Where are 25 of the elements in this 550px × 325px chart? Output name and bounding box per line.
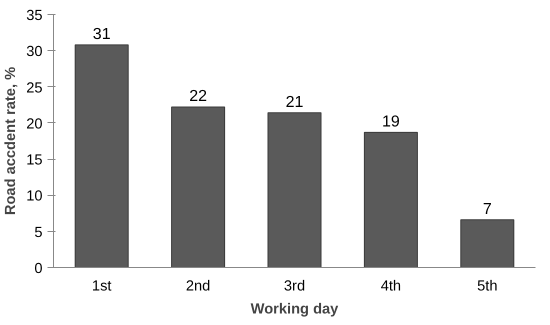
data-label: 22 <box>189 88 208 106</box>
y-axis-title: Road accdent rate, % <box>3 66 20 216</box>
data-label: 31 <box>92 26 111 43</box>
x-tick-label: 4th <box>380 278 402 294</box>
x-tick-label: 5th <box>477 278 498 294</box>
y-tick-label: 0 <box>34 261 43 277</box>
y-tick-label: 20 <box>26 116 43 132</box>
bar <box>74 44 129 268</box>
y-tick-label: 35 <box>26 8 43 24</box>
x-tick-label: 1st <box>92 278 112 294</box>
y-tick-label: 30 <box>26 44 43 60</box>
bar <box>171 106 226 268</box>
x-tick-label: 2nd <box>186 278 210 294</box>
data-label: 7 <box>482 200 492 218</box>
bar <box>267 112 322 268</box>
y-tick-label: 15 <box>26 152 43 169</box>
y-tick-label: 10 <box>26 188 43 205</box>
data-label: 21 <box>286 94 304 111</box>
data-label: 19 <box>382 113 400 130</box>
x-axis-title: Working day <box>250 302 340 318</box>
x-tick-label: 3rd <box>284 278 306 294</box>
bar <box>364 132 418 268</box>
y-tick-label: 5 <box>34 224 43 241</box>
bar <box>460 219 514 268</box>
y-tick-label: 25 <box>26 80 43 96</box>
